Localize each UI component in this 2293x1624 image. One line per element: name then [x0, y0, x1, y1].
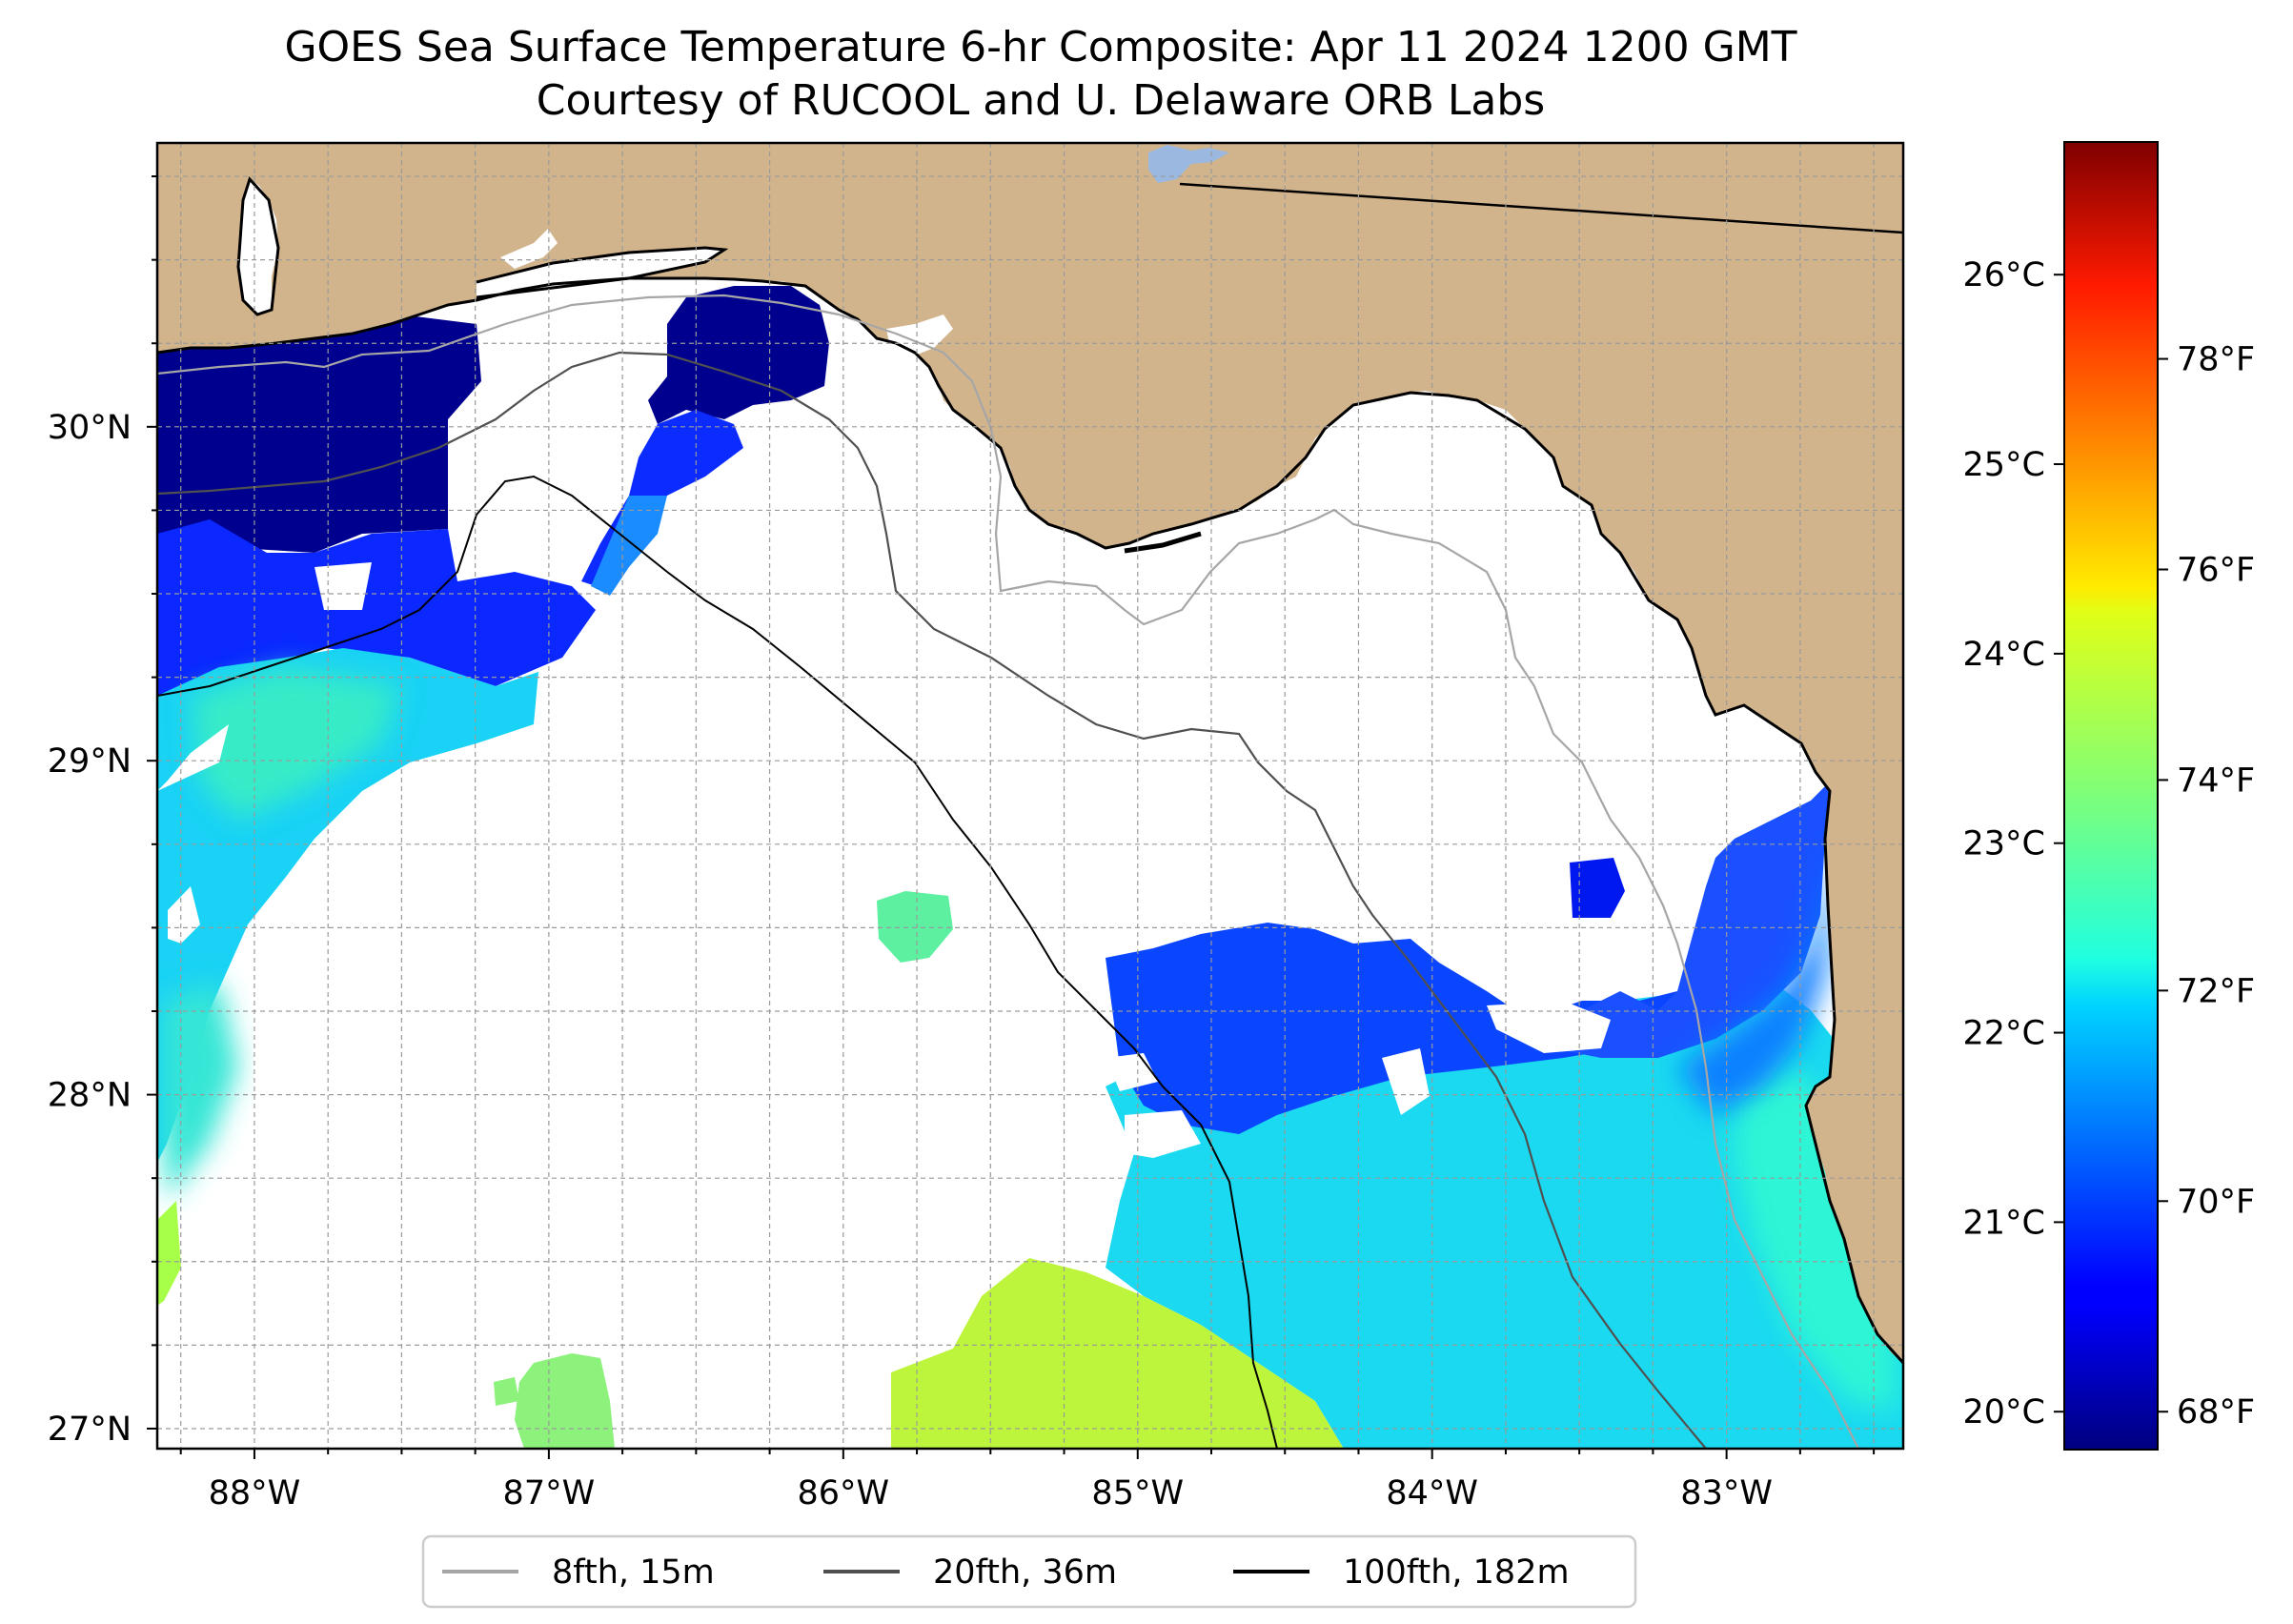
colorbar: 20°C 21°C 22°C 23°C 24°C 25°C 26°C 68°F 70°F 72°… — [1963, 141, 2255, 1451]
lat-tick-label: 30°N — [48, 409, 132, 447]
map-frame — [155, 141, 1905, 1451]
sst-patch-se-blue-east — [1534, 782, 1830, 1058]
sst-patch-panhandle-cold — [648, 286, 829, 424]
sst-patch-west-green — [191, 667, 400, 820]
mobile-bay-outline — [236, 176, 280, 316]
sst-raster — [157, 238, 1903, 1449]
colorbar-fahrenheit-ticks: 68°F 70°F 72°F 74°F 76°F 78°F — [2158, 341, 2255, 1431]
no-data-hole-west-1 — [157, 724, 229, 791]
sst-patch-se-lime — [891, 1258, 1344, 1449]
no-data-hole-se-3 — [1125, 1110, 1201, 1158]
sst-patch-south-lime-2 — [494, 1377, 519, 1406]
map-panel: 88°W 87°W 86°W 85°W 84°W 83°W 30°N 29°N 28°N 27°… — [48, 141, 1905, 1512]
sst-patch-mid-green — [877, 891, 953, 963]
lat-tick-label: 29°N — [48, 742, 132, 781]
colorbar-fahrenheit-label: 78°F — [2177, 341, 2255, 379]
colorbar-fahrenheit-label: 70°F — [2177, 1183, 2255, 1221]
colorbar-celsius-label: 24°C — [1963, 636, 2045, 674]
colorbar-fahrenheit-label: 74°F — [2177, 761, 2255, 800]
colorbar-celsius-label: 26°C — [1963, 256, 2045, 294]
isobath-8fth — [157, 294, 1859, 1449]
pensacola-bay — [477, 248, 724, 297]
colorbar-celsius-label: 22°C — [1963, 1015, 2045, 1053]
sst-patch-nw-blue — [157, 519, 596, 696]
no-data-hole-west-2 — [168, 886, 200, 944]
state-border — [1179, 182, 1903, 234]
no-data-hole-west-3 — [315, 562, 372, 610]
colorbar-fahrenheit-label: 72°F — [2177, 972, 2255, 1010]
chart-subtitle: Courtesy of RUCOOL and U. Delaware ORB L… — [536, 76, 1546, 125]
choctawhatchee-bay — [500, 229, 558, 269]
colorbar-gradient — [2064, 142, 2158, 1450]
longitude-ticks: 88°W 87°W 86°W 85°W 84°W 83°W — [179, 1449, 1876, 1512]
lon-tick-label: 87°W — [503, 1474, 596, 1512]
sst-patch-east-small-blue — [1570, 858, 1625, 918]
lon-tick-label: 88°W — [209, 1474, 301, 1512]
sst-patch-se-coast-blue — [1677, 839, 1835, 1115]
lake-blue — [1148, 145, 1229, 183]
lon-tick-label: 84°W — [1386, 1474, 1478, 1512]
lon-tick-label: 83°W — [1680, 1474, 1773, 1512]
sst-patch-panhandle-cyan — [591, 496, 667, 596]
sst-patch-south-lime-1 — [515, 1353, 615, 1449]
lat-tick-label: 28°N — [48, 1077, 132, 1115]
isobath-legend: 8fth, 15m 20fth, 36m 100fth, 182m — [421, 1534, 1637, 1609]
legend-label: 8fth, 15m — [552, 1553, 715, 1592]
map-gridlines — [157, 143, 1903, 1449]
chart-title: GOES Sea Surface Temperature 6-hr Compos… — [284, 23, 1797, 71]
colorbar-frame — [2063, 141, 2159, 1451]
lon-tick-label: 86°W — [797, 1474, 889, 1512]
lat-tick-label: 27°N — [48, 1411, 132, 1449]
lon-tick-label: 85°W — [1091, 1474, 1184, 1512]
colorbar-fahrenheit-label: 76°F — [2177, 551, 2255, 589]
legend-label: 20fth, 36m — [933, 1553, 1117, 1592]
isobath-100fth — [157, 475, 1278, 1449]
coastline — [157, 276, 1903, 1365]
legend-frame — [421, 1534, 1637, 1609]
mobile-bay — [238, 179, 278, 315]
no-data-hole-se-2 — [1382, 1048, 1430, 1115]
latitude-ticks: 30°N 29°N 28°N 27°N — [48, 175, 157, 1449]
land-mass — [157, 143, 1903, 1363]
colorbar-celsius-label: 23°C — [1963, 825, 2045, 863]
colorbar-celsius-label: 21°C — [1963, 1204, 2045, 1242]
legend-label: 100fth, 182m — [1343, 1553, 1570, 1592]
colorbar-celsius-ticks: 20°C 21°C 22°C 23°C 24°C 25°C 26°C — [1963, 256, 2064, 1431]
colorbar-celsius-label: 25°C — [1963, 446, 2045, 484]
colorbar-fahrenheit-label: 68°F — [2177, 1393, 2255, 1431]
sst-patch-west-yellow — [157, 1201, 181, 1306]
isobath-20fth — [157, 351, 1707, 1449]
sst-patch-se-blue — [1106, 923, 1715, 1134]
colorbar-celsius-label: 20°C — [1963, 1393, 2045, 1431]
